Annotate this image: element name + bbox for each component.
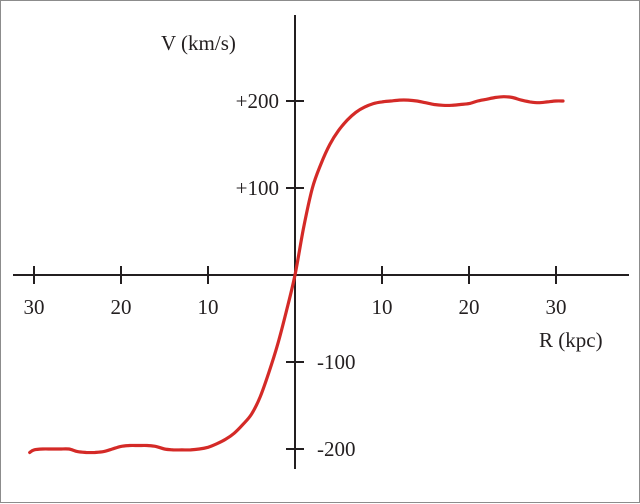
y-tick-label: +100 (236, 176, 279, 200)
y-tick-label: -100 (317, 350, 356, 374)
x-axis-title: R (kpc) (539, 328, 603, 352)
y-tick-label: -200 (317, 437, 356, 461)
x-ticks: 30 20 10 10 20 30 (24, 266, 567, 319)
y-ticks: +200 +100 -100 -200 (236, 89, 356, 461)
x-tick-label: 10 (198, 295, 219, 319)
x-tick-label: 30 (24, 295, 45, 319)
x-tick-label: 10 (372, 295, 393, 319)
rotation-curve-line (28, 95, 565, 455)
y-tick-label: +200 (236, 89, 279, 113)
x-tick-label: 20 (459, 295, 480, 319)
y-axis-title: V (km/s) (161, 31, 236, 55)
x-tick-label: 30 (546, 295, 567, 319)
x-tick-label: 20 (111, 295, 132, 319)
